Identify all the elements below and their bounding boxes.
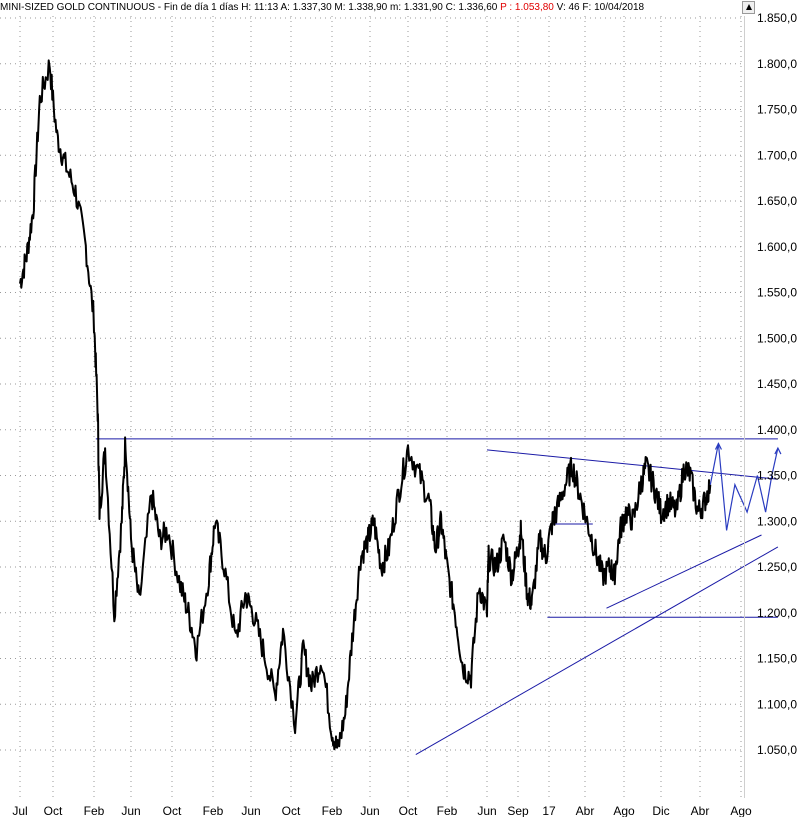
x-tick-label: Jun: [477, 804, 496, 817]
x-tick-label: Oct: [163, 804, 182, 817]
y-tick-label: 1.850,0: [757, 11, 797, 25]
date-value: F: 10/04/2018: [582, 2, 645, 13]
x-tick-label: Sep: [507, 804, 529, 817]
close-value: C: 1.336,60: [445, 2, 498, 13]
y-tick-label: 1.700,0: [757, 148, 797, 162]
y-tick-label: 1.450,0: [757, 377, 797, 391]
y-tick-label: 1.400,0: [757, 423, 797, 437]
projection-path: [709, 443, 779, 531]
trendline: [486, 449, 778, 480]
x-tick-label: Oct: [399, 804, 418, 817]
projection-arrowhead: [774, 446, 782, 455]
period-label: Fin de día 1 días: [163, 2, 239, 13]
trendline: [415, 546, 779, 756]
trendline: [606, 534, 762, 609]
projection-arrowhead: [714, 442, 722, 450]
y-tick-label: 1.600,0: [757, 240, 797, 254]
chart-header: MINI-SIZED GOLD CONTINUOUS - Fin de día …: [0, 0, 744, 16]
volume-value: V: 46: [556, 2, 580, 13]
grid: [0, 16, 744, 798]
price-series-line: [19, 59, 712, 751]
header-separator: -: [157, 2, 164, 13]
y-tick-label: 1.500,0: [757, 331, 797, 345]
x-tick-label: Ago: [730, 804, 752, 817]
x-tick-label: Abr: [576, 804, 595, 817]
x-tick-label: Jun: [121, 804, 140, 817]
y-tick-label: 1.550,0: [757, 286, 797, 300]
x-tick-label: Dic: [652, 804, 669, 817]
x-tick-label: Jul: [12, 804, 27, 817]
open-value: A: 1.337,30: [280, 2, 332, 13]
series: [19, 59, 782, 751]
x-tick-label: Feb: [437, 804, 458, 817]
y-tick-label: 1.100,0: [757, 697, 797, 711]
y-tick-label: 1.750,0: [757, 103, 797, 117]
x-tick-label: Ago: [613, 804, 635, 817]
y-tick-label: 1.300,0: [757, 514, 797, 528]
scroll-up-button[interactable]: [742, 1, 755, 14]
x-tick-label: Feb: [84, 804, 105, 817]
x-tick-label: Feb: [203, 804, 224, 817]
y-axis: 1.850,0 1.800,0 1.750,0 1.700,0 1.650,0 1.600…: [744, 11, 797, 798]
y-tick-label: 1.050,0: [757, 743, 797, 757]
y-tick-label: 1.350,0: [757, 469, 797, 483]
change-value: P : 1.053,80: [500, 2, 554, 13]
x-tick-label: Feb: [322, 804, 343, 817]
y-tick-label: 1.200,0: [757, 606, 797, 620]
x-tick-label: Oct: [44, 804, 63, 817]
high-value: M: 1.338,90: [334, 2, 388, 13]
x-tick-label: Abr: [691, 804, 710, 817]
x-tick-label: Oct: [282, 804, 301, 817]
instrument-name: MINI-SIZED GOLD CONTINUOUS: [0, 2, 156, 13]
x-axis: Jul Oct Feb Jun Oct Feb Jun Oct Feb Jun Oct Feb Jun S…: [12, 804, 752, 817]
time-value: H: 11:13: [241, 2, 279, 13]
trendlines: [95, 438, 779, 756]
low-value: m: 1.331,90: [390, 2, 443, 13]
y-tick-label: 1.150,0: [757, 652, 797, 666]
y-tick-label: 1.250,0: [757, 560, 797, 574]
y-tick-label: 1.800,0: [757, 57, 797, 71]
x-tick-label: Jun: [241, 804, 260, 817]
y-tick-label: 1.650,0: [757, 194, 797, 208]
x-tick-label: 17: [542, 804, 556, 817]
x-tick-label: Jun: [360, 804, 379, 817]
